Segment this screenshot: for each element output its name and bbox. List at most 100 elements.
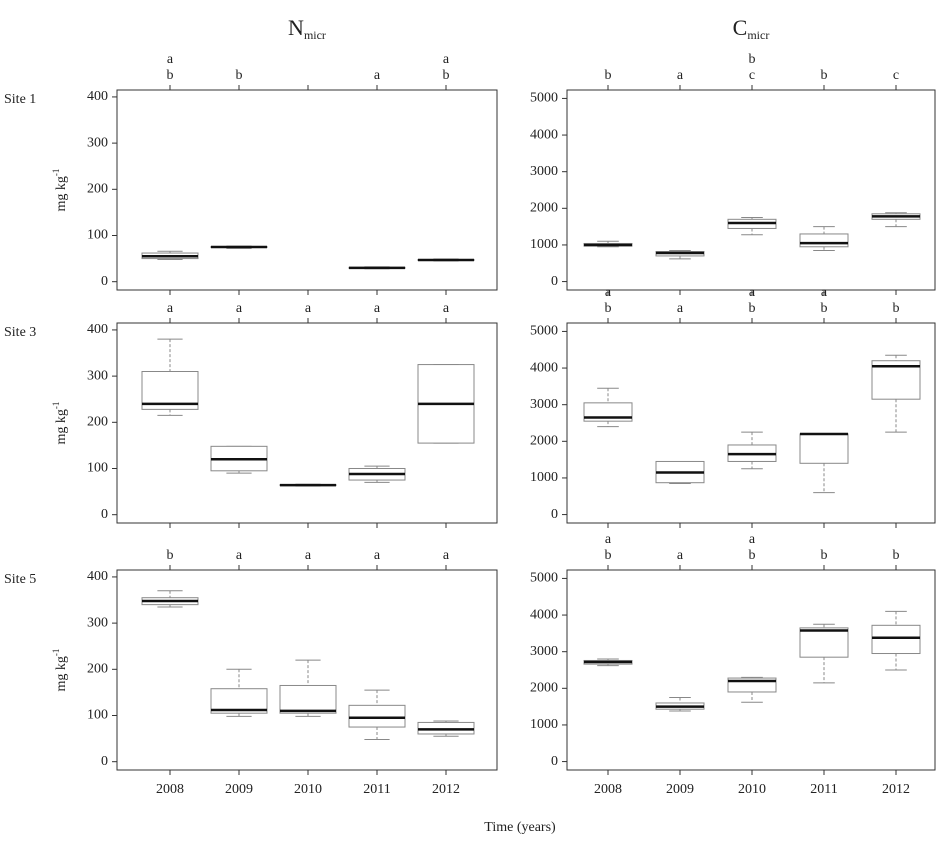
significance-letter: a xyxy=(167,52,174,67)
y-tick-label: 3000 xyxy=(530,644,558,659)
y-tick-label: 200 xyxy=(87,182,108,197)
box xyxy=(871,624,921,655)
significance-letter: a xyxy=(749,285,756,300)
ylabel-main: mg kg xyxy=(54,176,69,211)
significance-letter: a xyxy=(677,548,684,563)
box xyxy=(799,233,849,248)
title-main: N xyxy=(288,15,304,40)
panel-frame xyxy=(566,322,936,524)
significance-letter: a xyxy=(443,52,450,67)
y-tick-label: 400 xyxy=(87,89,108,104)
y-tick-label: 1000 xyxy=(530,470,558,485)
significance-letter: b xyxy=(749,548,756,563)
box xyxy=(348,704,406,728)
y-tick-label: 0 xyxy=(101,507,108,522)
y-tick-label: 2000 xyxy=(530,201,558,216)
x-tick-label: 2012 xyxy=(432,782,460,797)
y-tick-label: 3000 xyxy=(530,164,558,179)
y-tick-label: 5000 xyxy=(530,324,558,339)
panel-frame xyxy=(116,322,498,524)
significance-letter: a xyxy=(374,548,381,563)
significance-letter: a xyxy=(605,285,612,300)
row-label: Site 3 xyxy=(4,325,36,340)
y-tick-label: 0 xyxy=(551,507,558,522)
significance-letter: a xyxy=(749,532,756,547)
panel-title: Cmicr xyxy=(733,15,770,42)
y-tick-label: 100 xyxy=(87,228,108,243)
y-tick-label: 300 xyxy=(87,368,108,383)
significance-letter: a xyxy=(821,285,828,300)
title-subscript: micr xyxy=(747,28,769,42)
x-tick-label: 2008 xyxy=(594,782,622,797)
y-tick-label: 1000 xyxy=(530,237,558,252)
significance-letter: b xyxy=(167,548,174,563)
y-tick-label: 200 xyxy=(87,415,108,430)
significance-letter: b xyxy=(749,301,756,316)
ylabel-superscript: -1 xyxy=(51,649,61,657)
y-axis-label: mg kg-1 xyxy=(51,402,69,445)
y-tick-label: 4000 xyxy=(530,127,558,142)
significance-letter: a xyxy=(374,68,381,83)
y-tick-label: 4000 xyxy=(530,360,558,375)
y-axis-label: mg kg-1 xyxy=(51,169,69,212)
significance-letter: a xyxy=(167,301,174,316)
significance-letter: b xyxy=(236,68,243,83)
significance-letter: b xyxy=(893,301,900,316)
significance-letter: b xyxy=(605,68,612,83)
x-axis-label: Time (years) xyxy=(484,820,556,835)
panel-frame xyxy=(116,89,498,291)
significance-letter: c xyxy=(893,68,899,83)
y-tick-label: 2000 xyxy=(530,434,558,449)
x-tick-label: 2010 xyxy=(738,782,766,797)
panel-frame xyxy=(566,89,936,291)
y-tick-label: 3000 xyxy=(530,397,558,412)
y-tick-label: 2000 xyxy=(530,681,558,696)
ylabel-main: mg kg xyxy=(54,656,69,691)
significance-letter: a xyxy=(236,301,243,316)
x-tick-label: 2010 xyxy=(294,782,322,797)
panel-frame xyxy=(116,569,498,771)
significance-letter: b xyxy=(821,301,828,316)
significance-letter: a xyxy=(677,301,684,316)
x-tick-label: 2008 xyxy=(156,782,184,797)
significance-letter: a xyxy=(305,301,312,316)
y-tick-label: 1000 xyxy=(530,717,558,732)
row-label: Site 5 xyxy=(4,572,36,587)
row-label: Site 1 xyxy=(4,92,36,107)
significance-letter: b xyxy=(167,68,174,83)
significance-letter: b xyxy=(821,68,828,83)
significance-letter: c xyxy=(749,68,755,83)
box xyxy=(279,684,337,714)
y-tick-label: 100 xyxy=(87,461,108,476)
y-tick-label: 100 xyxy=(87,708,108,723)
significance-letter: b xyxy=(893,548,900,563)
significance-letter: a xyxy=(605,532,612,547)
x-tick-label: 2012 xyxy=(882,782,910,797)
y-axis-label: mg kg-1 xyxy=(51,649,69,692)
panel-title: Nmicr xyxy=(288,15,326,42)
ylabel-superscript: -1 xyxy=(51,402,61,410)
significance-letter: b xyxy=(443,68,450,83)
y-tick-label: 4000 xyxy=(530,607,558,622)
significance-letter: a xyxy=(443,548,450,563)
x-tick-label: 2011 xyxy=(363,782,390,797)
x-tick-label: 2009 xyxy=(225,782,253,797)
significance-letter: a xyxy=(305,548,312,563)
box xyxy=(799,627,849,658)
y-tick-label: 0 xyxy=(551,754,558,769)
significance-letter: b xyxy=(749,52,756,67)
y-tick-label: 300 xyxy=(87,135,108,150)
x-tick-label: 2011 xyxy=(810,782,837,797)
box xyxy=(799,433,849,464)
ylabel-main: mg kg xyxy=(54,409,69,444)
significance-letter: a xyxy=(677,68,684,83)
significance-letter: a xyxy=(374,301,381,316)
significance-letter: a xyxy=(236,548,243,563)
significance-letter: b xyxy=(821,548,828,563)
y-tick-label: 5000 xyxy=(530,91,558,106)
significance-letter: a xyxy=(443,301,450,316)
y-tick-label: 400 xyxy=(87,322,108,337)
significance-letter: b xyxy=(605,548,612,563)
y-tick-label: 5000 xyxy=(530,571,558,586)
